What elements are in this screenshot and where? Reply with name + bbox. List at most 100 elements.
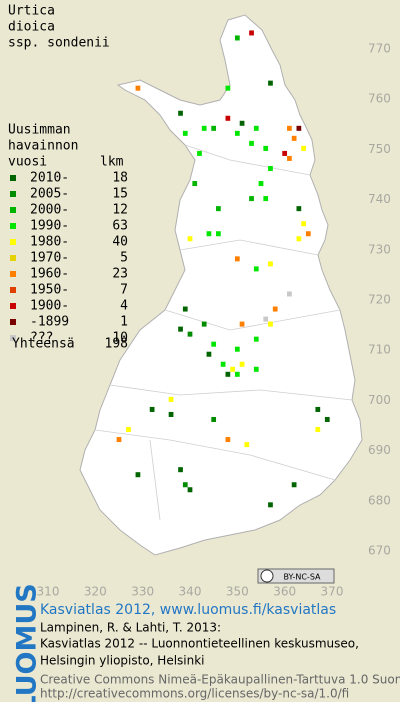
- observation-square: [287, 291, 292, 297]
- observation-square: [263, 145, 269, 151]
- observation-square: [168, 411, 174, 417]
- legend-header: vuosi: [8, 155, 47, 170]
- observation-square: [263, 196, 269, 202]
- observation-square: [239, 120, 245, 126]
- observation-square: [249, 140, 254, 146]
- legend-count: 63: [112, 219, 128, 234]
- observation-square: [315, 406, 321, 412]
- observation-square: [182, 130, 188, 136]
- observation-square: [239, 321, 245, 327]
- observation-square: [301, 145, 306, 151]
- observation-square: [296, 125, 302, 131]
- legend-label: 1900-: [30, 299, 69, 314]
- y-tick-label: 680: [368, 493, 391, 507]
- x-tick-label: 370: [321, 585, 344, 599]
- observation-square: [287, 125, 292, 131]
- legend-label: 1970-: [30, 251, 69, 266]
- legend-label: 1980-: [30, 235, 69, 250]
- legend-label: 2005-: [30, 187, 69, 202]
- y-tick-label: 760: [368, 92, 391, 106]
- legend-swatch: [10, 335, 16, 341]
- legend-count: 1: [120, 315, 128, 330]
- legend-swatch: [10, 239, 16, 245]
- legend-count: 15: [112, 187, 128, 202]
- legend-total-label: Yhteensä: [12, 337, 75, 352]
- observation-square: [253, 125, 259, 131]
- observation-square: [253, 266, 259, 272]
- badge-frame: [257, 568, 335, 584]
- observation-square: [211, 416, 217, 422]
- x-tick-label: 350: [226, 585, 249, 599]
- observation-square: [291, 135, 297, 141]
- observation-square: [187, 236, 193, 242]
- observations: [116, 30, 330, 508]
- legend-swatch: [10, 191, 16, 197]
- legend-label: -1899: [30, 315, 69, 330]
- y-tick-label: 740: [368, 192, 391, 206]
- badge-text: BY-NC-SA: [283, 573, 321, 582]
- license-text: Creative Commons Nimeä-Epäkaupallinen-Ta…: [40, 673, 400, 687]
- legend-label: 2010-: [30, 171, 69, 186]
- observation-square: [268, 502, 273, 508]
- observation-square: [258, 181, 264, 187]
- observation-square: [182, 306, 188, 312]
- x-tick-label: 320: [84, 585, 107, 599]
- observation-square: [234, 130, 240, 136]
- legend-swatch: [10, 287, 16, 293]
- observation-square: [206, 351, 212, 357]
- title-line: Urtica: [8, 4, 55, 19]
- observation-square: [216, 206, 221, 212]
- citation: Lampinen, R. & Lahti, T. 2013:: [40, 621, 221, 635]
- title-line: dioica: [8, 20, 55, 35]
- x-tick-label: 310: [37, 585, 60, 599]
- observation-square: [244, 442, 250, 448]
- observation-square: [211, 341, 217, 347]
- observation-square: [234, 256, 240, 262]
- y-tick-label: 730: [368, 242, 391, 256]
- finland-outline: [79, 14, 363, 556]
- y-tick-label: 750: [368, 142, 391, 156]
- observation-square: [296, 236, 302, 242]
- legend-label: ???: [30, 331, 53, 346]
- y-tick-label: 670: [368, 544, 391, 558]
- observation-square: [272, 306, 278, 312]
- legend-swatch: [10, 303, 16, 309]
- observation-square: [230, 366, 235, 372]
- y-tick-label: 710: [368, 343, 391, 357]
- legend-header: havainnon: [8, 139, 78, 154]
- observation-square: [182, 482, 188, 488]
- observation-square: [135, 472, 141, 478]
- observation-square: [253, 336, 259, 342]
- observation-square: [296, 206, 302, 212]
- observation-square: [305, 231, 311, 237]
- credit-link[interactable]: Kasviatlas 2012, www.luomus.fi/kasviatla…: [40, 602, 336, 618]
- legend-label: 1960-: [30, 267, 69, 282]
- legend-header: Uusimman: [8, 123, 71, 138]
- observation-square: [268, 261, 273, 267]
- observation-square: [149, 406, 155, 412]
- observation-square: [178, 467, 183, 473]
- legend-count: 23: [112, 267, 128, 282]
- observation-square: [234, 346, 240, 352]
- x-tick-label: 340: [179, 585, 202, 599]
- legend-count: 5: [120, 251, 128, 266]
- observation-square: [201, 125, 207, 131]
- observation-square: [249, 196, 254, 202]
- observation-square: [225, 437, 231, 443]
- observation-square: [234, 35, 240, 41]
- citation: Kasviatlas 2012 -- Luonnontieteellinen k…: [40, 637, 359, 651]
- title-line: ssp. sondenii: [8, 36, 110, 51]
- y-tick-label: 700: [368, 393, 391, 407]
- observation-square: [201, 321, 207, 327]
- observation-square: [211, 125, 217, 131]
- observation-square: [197, 150, 202, 156]
- license-url[interactable]: http://creativecommons.org/licenses/by-n…: [40, 687, 349, 701]
- axis-ticks: 310 320 330 340 350 360 3706706806907007107207…: [37, 42, 391, 599]
- legend-swatch: [10, 319, 16, 325]
- y-tick-label: 690: [368, 443, 391, 457]
- observation-square: [253, 366, 259, 372]
- observation-square: [116, 437, 122, 443]
- observation-square: [268, 321, 273, 327]
